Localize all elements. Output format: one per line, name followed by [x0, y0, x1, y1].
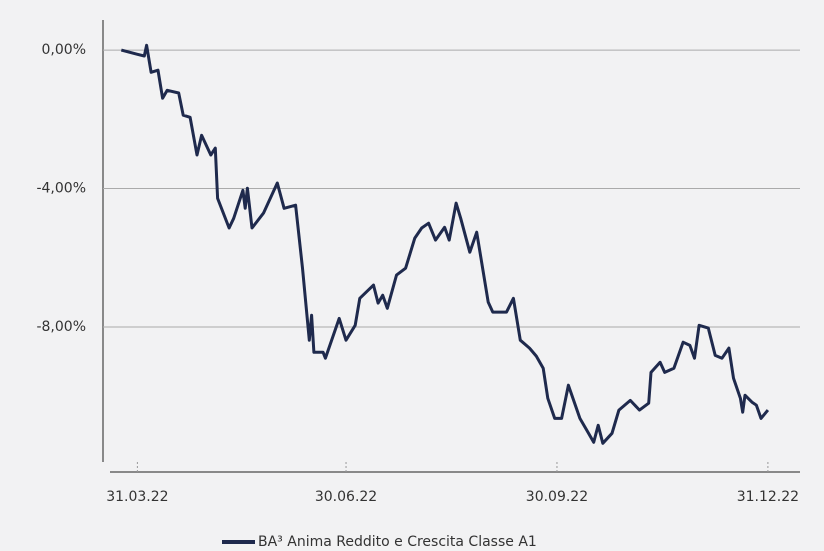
y-tick-label: 0,00% — [42, 42, 86, 58]
legend-label: BA³ Anima Reddito e Crescita Classe A1 — [258, 534, 537, 550]
data-line — [120, 43, 770, 445]
y-tick-label: -8,00% — [36, 319, 86, 335]
x-tick-label: 30.06.22 — [315, 489, 377, 505]
x-tick-label: 30.09.22 — [526, 489, 588, 505]
y-tick-label: -4,00% — [36, 181, 86, 197]
x-tick-label: 31.03.22 — [106, 489, 168, 505]
x-tick-label: 31.12.22 — [737, 489, 799, 505]
